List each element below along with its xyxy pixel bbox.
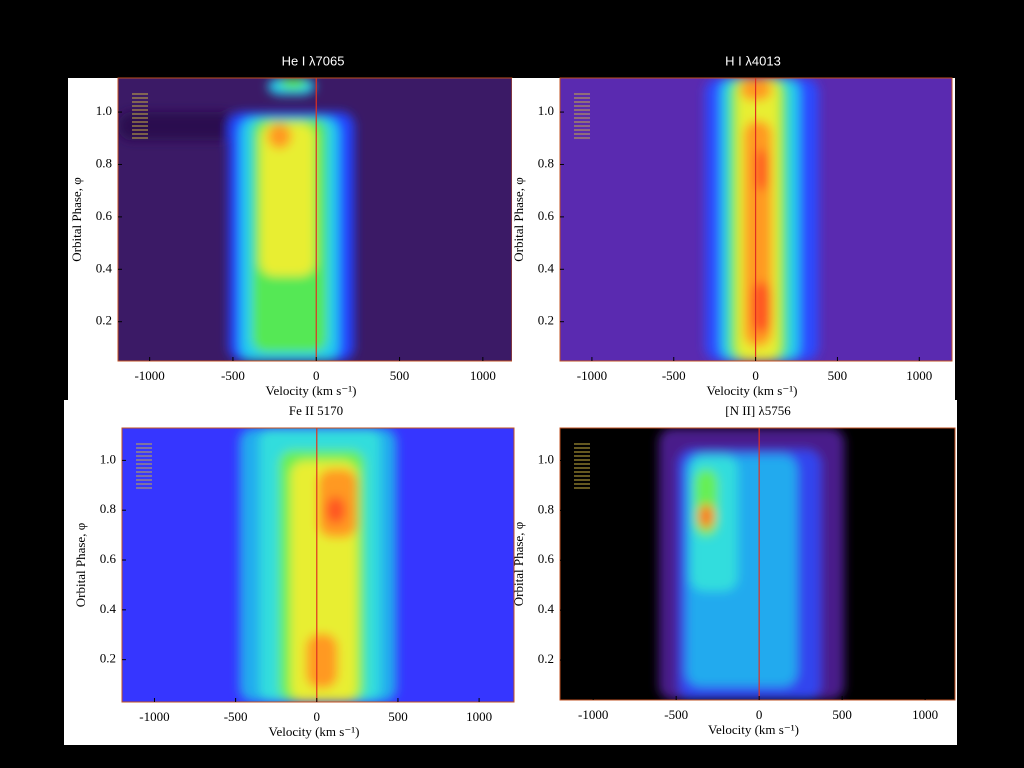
- y-tick-label: 0.8: [538, 501, 554, 516]
- x-tick-label: -500: [221, 368, 245, 383]
- x-tick-label: 500: [832, 707, 852, 722]
- x-tick-label: 0: [313, 368, 320, 383]
- contour-level: [698, 504, 715, 529]
- panel-title: He I λ7065: [282, 53, 345, 68]
- y-tick-label: 0.2: [538, 651, 554, 666]
- x-tick-label: -1000: [578, 707, 608, 722]
- y-tick-label: 1.0: [96, 103, 112, 118]
- plot-frame: [121, 427, 515, 703]
- y-tick-label: 0.4: [538, 260, 555, 275]
- y-tick-label: 0.6: [100, 551, 117, 566]
- x-tick-label: -500: [662, 368, 686, 383]
- contour-level: [752, 281, 772, 333]
- x-tick-label: 1000: [466, 709, 492, 724]
- y-tick-label: 1.0: [538, 103, 554, 118]
- x-axis-label: Velocity (km s⁻¹): [708, 722, 799, 737]
- contour-level: [306, 633, 338, 689]
- y-axis-label: Orbital Phase, φ: [511, 522, 526, 606]
- x-tick-label: -500: [664, 707, 688, 722]
- y-axis-label: Orbital Phase, φ: [511, 177, 526, 261]
- x-tick-label: 1000: [906, 368, 932, 383]
- x-tick-label: 1000: [912, 707, 938, 722]
- x-tick-label: 0: [314, 709, 321, 724]
- x-axis-label: Velocity (km s⁻¹): [269, 724, 360, 739]
- y-tick-label: 0.6: [538, 208, 555, 223]
- y-tick-label: 0.6: [96, 208, 113, 223]
- contour-layers: [705, 78, 819, 361]
- x-axis-label: Velocity (km s⁻¹): [707, 383, 798, 398]
- x-axis-label: Velocity (km s⁻¹): [266, 383, 357, 398]
- x-tick-label: 500: [390, 368, 410, 383]
- y-tick-label: 0.4: [100, 601, 117, 616]
- y-tick-label: 1.0: [100, 451, 116, 466]
- contour-layers: [239, 428, 397, 702]
- contour-plot: [560, 428, 955, 700]
- panel: -1000 -500 0 500 1000 0.2 0.4 0.6 0.8 1.0 Velocity…: [511, 53, 955, 400]
- contour-plot: [122, 428, 514, 702]
- x-tick-label: -1000: [577, 368, 607, 383]
- x-tick-label: -1000: [139, 709, 169, 724]
- contour-level: [118, 111, 237, 141]
- contour-level: [325, 496, 346, 524]
- contour-layers: [118, 78, 355, 361]
- panel: -1000 -500 0 500 1000 0.2 0.4 0.6 0.8 1.0 Velocity…: [68, 53, 513, 400]
- contour-level: [279, 78, 308, 90]
- panel-title: Fe II 5170: [289, 403, 343, 418]
- contour-level: [756, 148, 768, 192]
- y-tick-label: 0.4: [538, 601, 555, 616]
- panel: -1000 -500 0 500 1000 0.2 0.4 0.6 0.8 1.0 Velocity…: [511, 400, 957, 745]
- contour-level: [259, 123, 315, 277]
- panel-title: H I λ4013: [725, 53, 781, 68]
- x-tick-label: 0: [756, 707, 763, 722]
- x-tick-label: -500: [224, 709, 248, 724]
- y-axis-label: Orbital Phase, φ: [69, 177, 84, 261]
- x-tick-label: 0: [752, 368, 759, 383]
- contour-plot: [560, 78, 952, 361]
- contour-layers: [658, 428, 845, 700]
- y-tick-label: 0.6: [538, 551, 555, 566]
- panel: -1000 -500 0 500 1000 0.2 0.4 0.6 0.8 1.0 Velocity…: [64, 400, 516, 745]
- contour-level: [267, 123, 292, 149]
- y-tick-label: 0.8: [538, 155, 554, 170]
- x-tick-label: -1000: [134, 368, 164, 383]
- y-tick-label: 0.8: [96, 155, 112, 170]
- x-tick-label: 500: [388, 709, 408, 724]
- y-tick-label: 0.8: [100, 501, 116, 516]
- y-tick-label: 1.0: [538, 451, 554, 466]
- contour-plot: [118, 78, 512, 361]
- y-tick-label: 0.2: [100, 651, 116, 666]
- y-axis-label: Orbital Phase, φ: [73, 523, 88, 607]
- plot-frame: [559, 427, 956, 701]
- y-tick-label: 0.2: [96, 313, 112, 328]
- x-tick-label: 500: [828, 368, 848, 383]
- y-tick-label: 0.4: [96, 260, 113, 275]
- y-tick-label: 0.2: [538, 313, 554, 328]
- x-tick-label: 1000: [470, 368, 496, 383]
- panel-title: [N II] λ5756: [725, 403, 791, 418]
